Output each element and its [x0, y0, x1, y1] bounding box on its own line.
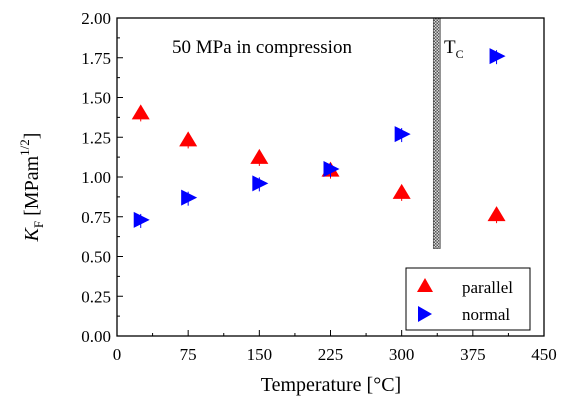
y-axis-exp: 1/2: [17, 139, 32, 156]
point-normal: [323, 161, 340, 178]
x-axis-label: Temperature [°C]: [261, 374, 401, 396]
legend-marker-normal: [418, 306, 432, 322]
x-tick-label: 75: [180, 345, 197, 364]
y-tick-label: 1.25: [81, 128, 111, 147]
x-tick-label: 150: [247, 345, 273, 364]
y-tick-label: 1.50: [81, 89, 111, 108]
x-tick-label: 450: [531, 345, 557, 364]
y-axis-close: ]: [21, 133, 43, 140]
point-parallel: [392, 183, 411, 199]
y-axis-unit: [MPam: [21, 155, 43, 220]
y-axis-label: KF [MPam1/2]: [17, 133, 46, 243]
point-parallel: [487, 206, 506, 222]
annotation-text: 50 MPa in compression: [172, 37, 352, 58]
legend-label-normal: normal: [462, 305, 510, 324]
data-markers: [131, 48, 506, 228]
y-tick-label: 0.75: [81, 208, 111, 227]
legend-label-parallel: parallel: [462, 278, 513, 297]
x-tick-label: 300: [389, 345, 415, 364]
point-parallel: [179, 131, 198, 147]
point-normal: [394, 126, 411, 143]
legend-box: [405, 267, 531, 331]
y-tick-label: 0.00: [81, 327, 111, 346]
svg-text:KF [MPam1/2]: KF [MPam1/2]: [17, 133, 46, 243]
tc-label-main: T: [444, 37, 456, 58]
x-tick-label: 375: [460, 345, 486, 364]
point-parallel: [250, 148, 269, 164]
point-normal: [252, 175, 269, 192]
y-tick-label: 0.50: [81, 248, 111, 267]
plot-frame: [116, 17, 545, 337]
tc-label: TC: [444, 37, 464, 61]
y-tick-label: 2.00: [81, 9, 111, 28]
point-normal: [133, 211, 150, 228]
tc-label-sub: C: [456, 47, 464, 61]
point-normal: [489, 48, 506, 65]
tc-line: [432, 17, 441, 249]
legend-marker-parallel: [417, 278, 433, 292]
x-tick-label: 0: [113, 345, 122, 364]
x-tick-label: 225: [318, 345, 344, 364]
tick-labels: 0 75 150 225 300 375 450 0.00 0.25 0.50 0.75 1.00 1.…: [81, 9, 557, 364]
legend: parallel normal: [405, 267, 531, 331]
y-tick-label: 0.25: [81, 287, 111, 306]
y-tick-label: 1.75: [81, 49, 111, 68]
point-parallel: [131, 104, 150, 120]
y-tick-label: 1.00: [81, 168, 111, 187]
y-axis-sub: F: [31, 221, 46, 228]
y-axis-symbol: K: [21, 226, 43, 242]
tc-bar: [432, 17, 441, 249]
point-normal: [181, 189, 198, 206]
